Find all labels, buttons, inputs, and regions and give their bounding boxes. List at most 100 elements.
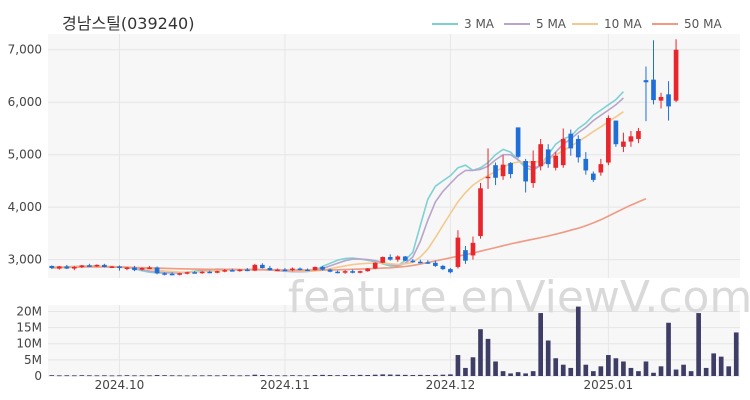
- volume-bar: [485, 338, 491, 376]
- candle-body: [643, 80, 649, 83]
- volume-bar: [350, 375, 355, 376]
- candle-body: [169, 273, 175, 276]
- candle-body: [207, 271, 213, 274]
- volume-bar: [545, 340, 551, 376]
- volume-bar: [500, 371, 506, 376]
- candle-body: [417, 261, 423, 264]
- volume-bar: [297, 375, 303, 377]
- volume-bar: [177, 375, 182, 377]
- candle-body: [94, 264, 100, 267]
- volume-bar: [237, 375, 243, 377]
- candle-body: [184, 272, 190, 274]
- volume-bar: [621, 361, 626, 376]
- volume-bar: [493, 361, 498, 376]
- candle-body: [560, 138, 566, 166]
- volume-bar: [448, 374, 453, 376]
- volume-bar: [56, 375, 62, 377]
- volume-bar: [387, 374, 393, 376]
- x-tick-label: 2024.12: [426, 378, 476, 392]
- legend-label: 5 MA: [536, 17, 567, 31]
- volume-bar: [147, 375, 152, 377]
- legend-label: 10 MA: [604, 17, 642, 31]
- volume-bar: [598, 366, 604, 376]
- volume-bar: [402, 374, 408, 376]
- volume-bar: [508, 373, 513, 376]
- candle-body: [613, 120, 619, 145]
- candle-body: [290, 268, 295, 271]
- candle-body: [583, 158, 589, 171]
- candle-body: [252, 264, 258, 271]
- volume-bar: [87, 375, 92, 377]
- volume-bar: [733, 332, 739, 376]
- price-tick-label: 4,000: [8, 200, 42, 214]
- ma-line: [51, 111, 624, 274]
- legend-label: 50 MA: [684, 17, 722, 31]
- volume-bar: [365, 375, 371, 376]
- price-panel: [48, 34, 740, 278]
- legend-label: 3 MA: [464, 17, 495, 31]
- candle-body: [162, 273, 167, 275]
- volume-bar: [613, 358, 619, 376]
- candle-body: [132, 267, 137, 271]
- candle-body: [651, 79, 656, 101]
- volume-tick-label: 20M: [16, 304, 42, 318]
- candle-body: [214, 271, 220, 273]
- volume-bar: [342, 375, 348, 376]
- volume-bar: [79, 375, 85, 376]
- candle-body: [260, 264, 265, 269]
- price-tick-label: 3,000: [8, 253, 42, 267]
- price-tick-label: 7,000: [8, 43, 42, 57]
- candle-body: [666, 94, 671, 107]
- volume-bar: [199, 375, 205, 377]
- volume-bar: [139, 375, 145, 377]
- candle-body: [673, 49, 679, 101]
- volume-bar: [184, 375, 190, 377]
- ma-line: [51, 91, 624, 274]
- volume-bar: [282, 375, 288, 377]
- volume-bar: [651, 372, 656, 376]
- candle-body: [455, 237, 461, 267]
- volume-bar: [275, 375, 280, 377]
- candle-body: [508, 163, 513, 175]
- candle-body: [636, 131, 641, 139]
- candle-body: [621, 141, 626, 147]
- candle-body: [598, 164, 604, 173]
- candle-body: [485, 176, 491, 179]
- volume-bar: [410, 375, 416, 376]
- volume-bar: [229, 375, 235, 377]
- volume-bar: [290, 375, 295, 376]
- candle-body: [530, 160, 536, 184]
- volume-bar: [49, 375, 55, 376]
- volume-bar: [606, 355, 611, 376]
- candle-body: [79, 265, 85, 267]
- volume-bar: [252, 374, 258, 376]
- volume-bar: [666, 322, 671, 376]
- volume-bar: [523, 373, 528, 376]
- candle-body: [463, 250, 468, 261]
- volume-bar: [636, 371, 641, 376]
- candle-body: [335, 271, 340, 274]
- candle-body: [64, 266, 70, 269]
- candle-body: [448, 269, 453, 273]
- candle-body: [658, 96, 664, 101]
- volume-bar: [658, 366, 664, 376]
- candle-body: [493, 165, 498, 178]
- candle-body: [102, 264, 107, 267]
- volume-bar: [305, 375, 310, 377]
- volume-tick-label: 5M: [24, 353, 42, 367]
- candle-body: [124, 267, 130, 270]
- candle-body: [433, 262, 438, 266]
- volume-tick-label: 0: [34, 369, 42, 383]
- candle-body: [327, 269, 333, 272]
- candle-body: [177, 273, 182, 275]
- candle-body: [56, 266, 62, 269]
- candle-body: [229, 270, 235, 272]
- volume-tick-label: 15M: [16, 321, 42, 335]
- candle-body: [350, 271, 355, 273]
- candle-body: [192, 272, 198, 274]
- candle-body: [154, 267, 160, 274]
- candle-body: [267, 268, 273, 271]
- watermark: feature.enViewV.com: [288, 272, 750, 323]
- volume-bar: [470, 357, 476, 376]
